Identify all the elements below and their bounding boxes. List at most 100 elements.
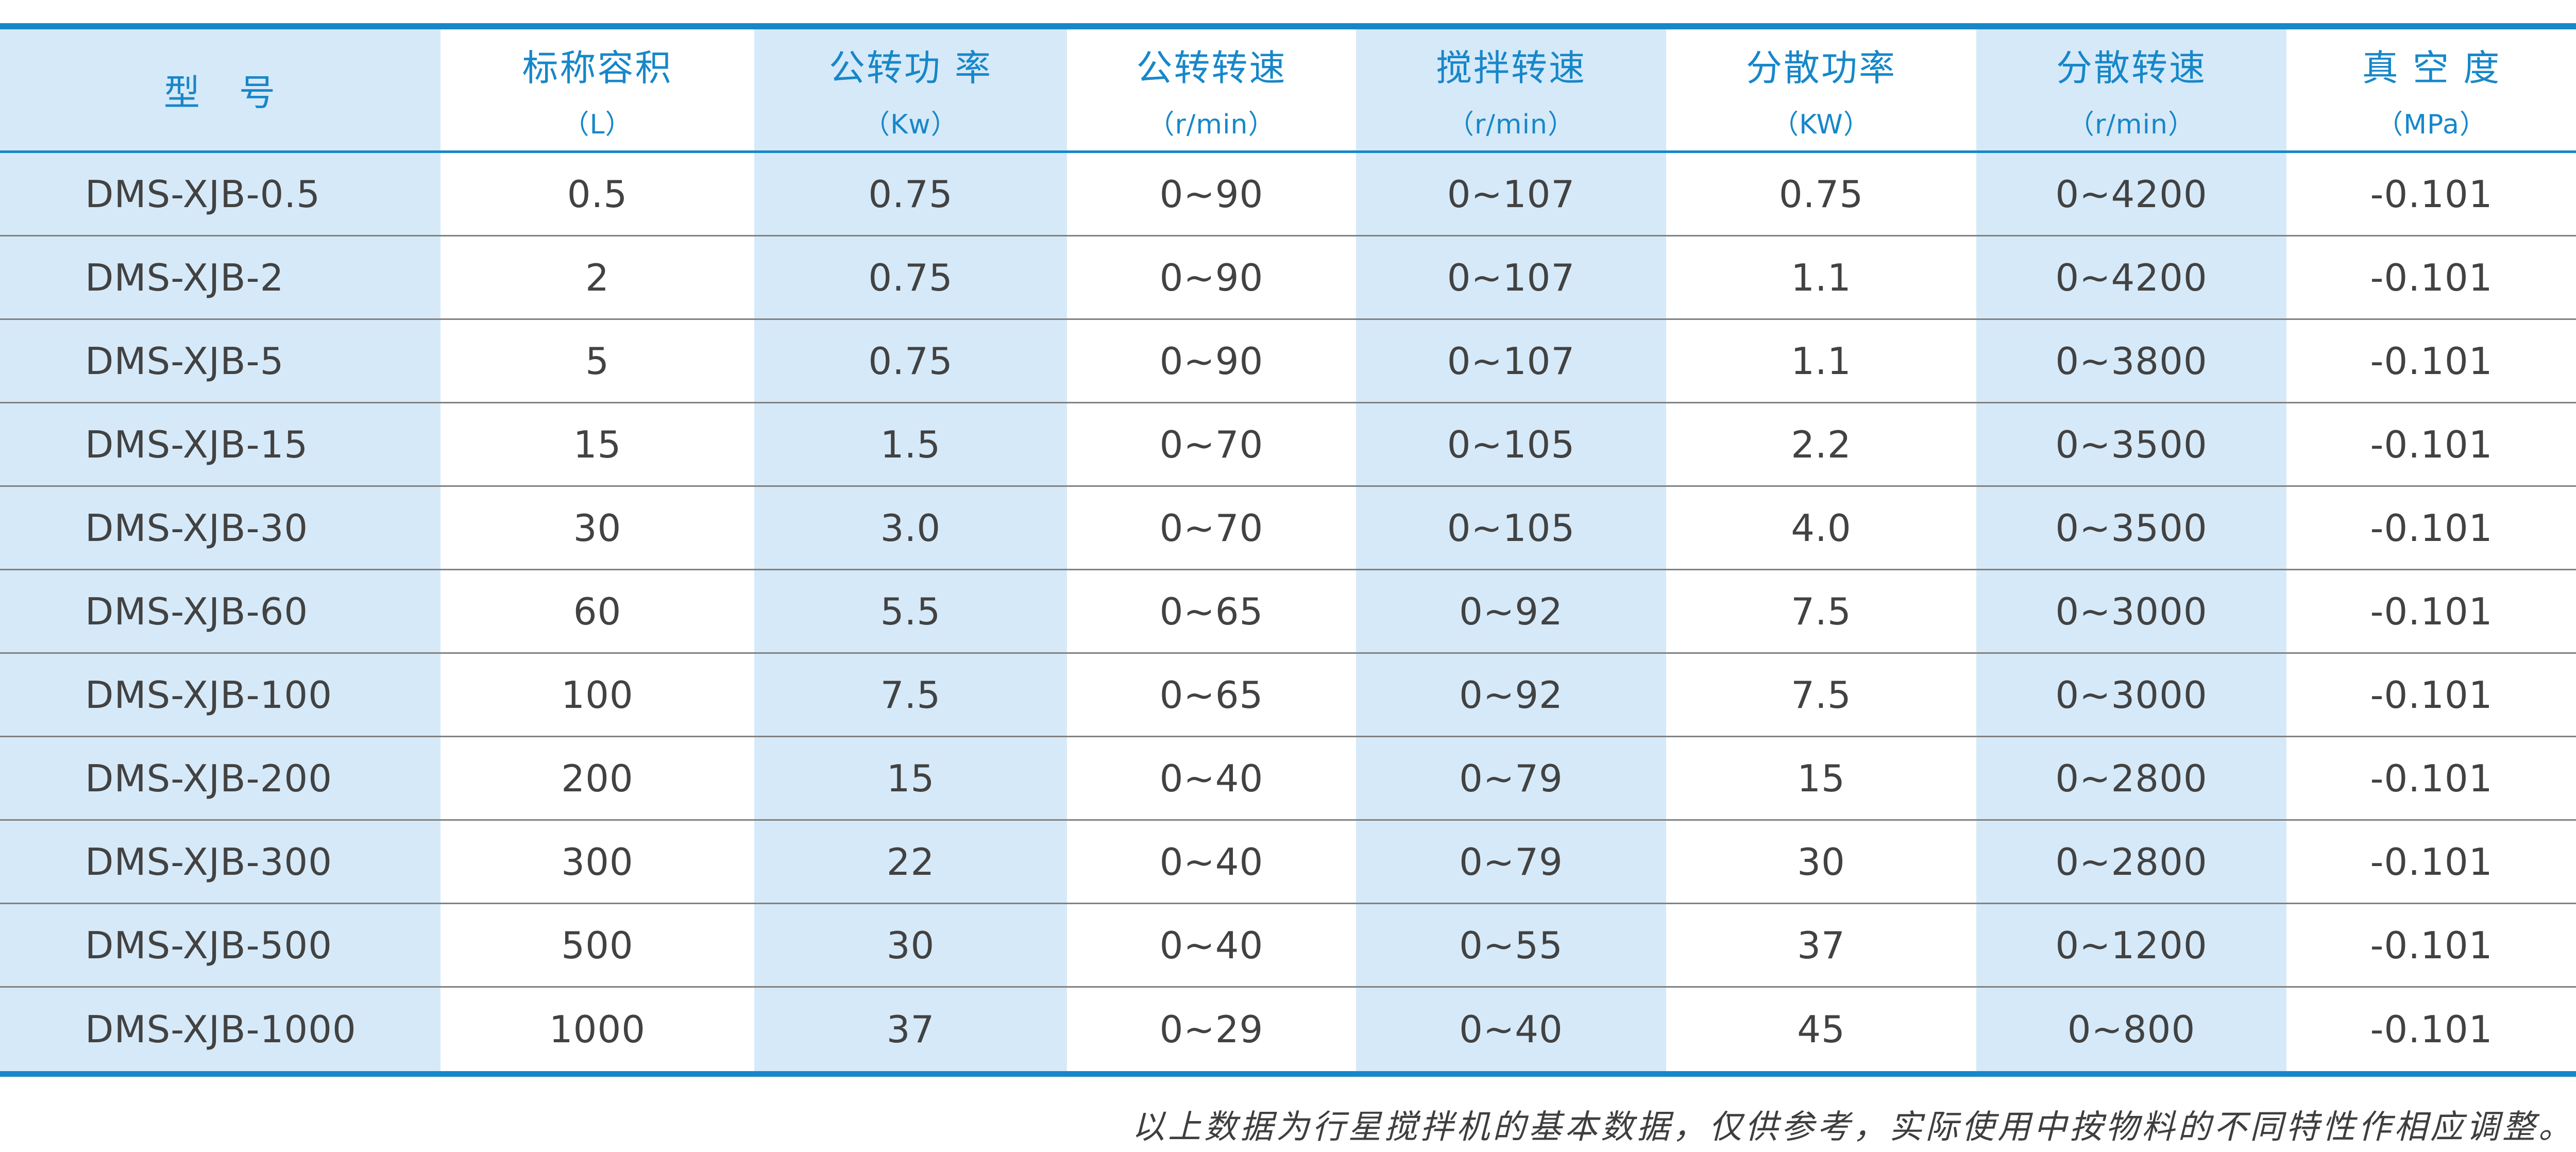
spec-table: 型 号 标称容积 （L） 公转功 率 （Kw） 公转转速 （r/min） 搅拌转… (0, 29, 2576, 1071)
dispersing-power-cell: 37 (1797, 923, 1845, 967)
revolution-power-cell: 22 (754, 821, 1067, 903)
stirring-speed-cell: 0~79 (1356, 737, 1666, 819)
revolution-speed-cell: 0~40 (1159, 923, 1264, 967)
model-cell: DMS-XJB-2 (0, 236, 440, 318)
stirring-speed-cell: 0~79 (1356, 821, 1666, 903)
revolution-speed-cell: 0~65 (1159, 589, 1264, 633)
table-row: DMS-XJB-0.5 0.5 0.75 0~90 0~107 0.75 0~4… (0, 153, 2576, 236)
column-header-revolution-speed: 公转转速 （r/min） (1067, 29, 1356, 150)
dispersing-power-cell: 7.5 (1791, 589, 1852, 633)
vacuum-cell: -0.101 (2370, 339, 2493, 383)
column-header-label: 真 空 度 (2362, 46, 2501, 89)
dispersing-power-cell: 45 (1797, 1008, 1845, 1051)
model-cell: DMS-XJB-100 (0, 654, 440, 736)
vacuum-cell: -0.101 (2370, 840, 2493, 884)
dispersing-power-cell: 1.1 (1791, 339, 1852, 383)
revolution-speed-cell: 0~90 (1159, 339, 1264, 383)
revolution-power-cell: 37 (754, 988, 1067, 1071)
stirring-speed-cell: 0~92 (1356, 570, 1666, 652)
column-header-label: 型 号 (164, 72, 277, 114)
volume-cell: 15 (573, 422, 622, 466)
table-body: DMS-XJB-0.5 0.5 0.75 0~90 0~107 0.75 0~4… (0, 153, 2576, 1071)
dispersing-speed-cell: 0~3000 (1976, 654, 2286, 736)
table-row: DMS-XJB-5 5 0.75 0~90 0~107 1.1 0~3800 -… (0, 320, 2576, 403)
revolution-power-cell: 0.75 (754, 236, 1067, 318)
dispersing-speed-cell: 0~800 (1976, 988, 2286, 1071)
model-cell: DMS-XJB-15 (0, 403, 440, 485)
column-header-unit: （L） (562, 109, 633, 140)
dispersing-speed-cell: 0~3500 (1976, 487, 2286, 569)
column-header-unit: （r/min） (1447, 109, 1575, 140)
vacuum-cell: -0.101 (2370, 589, 2493, 633)
stirring-speed-cell: 0~55 (1356, 904, 1666, 986)
bottom-accent-bar (0, 1071, 2576, 1077)
column-header-volume: 标称容积 （L） (440, 29, 754, 150)
dispersing-power-cell: 7.5 (1791, 673, 1852, 717)
revolution-power-cell: 7.5 (754, 654, 1067, 736)
top-accent-bar (0, 23, 2576, 29)
model-cell: DMS-XJB-5 (0, 320, 440, 402)
table-row: DMS-XJB-500 500 30 0~40 0~55 37 0~1200 -… (0, 904, 2576, 988)
vacuum-cell: -0.101 (2370, 172, 2493, 216)
volume-cell: 500 (561, 923, 634, 967)
column-header-label: 分散转速 (2056, 46, 2207, 89)
column-header-label: 搅拌转速 (1436, 46, 1586, 89)
volume-cell: 100 (561, 673, 634, 717)
revolution-power-cell: 5.5 (754, 570, 1067, 652)
model-cell: DMS-XJB-300 (0, 821, 440, 903)
volume-cell: 1000 (549, 1008, 646, 1051)
dispersing-power-cell: 1.1 (1791, 256, 1852, 299)
vacuum-cell: -0.101 (2370, 923, 2493, 967)
table-row: DMS-XJB-100 100 7.5 0~65 0~92 7.5 0~3000… (0, 654, 2576, 737)
table-row: DMS-XJB-200 200 15 0~40 0~79 15 0~2800 -… (0, 737, 2576, 821)
revolution-speed-cell: 0~65 (1159, 673, 1264, 717)
column-header-unit: （r/min） (2067, 109, 2195, 140)
volume-cell: 300 (561, 840, 634, 884)
vacuum-cell: -0.101 (2370, 756, 2493, 800)
column-header-unit: （KW） (1772, 109, 1871, 140)
revolution-speed-cell: 0~40 (1159, 840, 1264, 884)
volume-cell: 0.5 (567, 172, 628, 216)
revolution-speed-cell: 0~70 (1159, 422, 1264, 466)
table-row: DMS-XJB-15 15 1.5 0~70 0~105 2.2 0~3500 … (0, 403, 2576, 487)
column-header-stirring-speed: 搅拌转速 （r/min） (1356, 29, 1666, 150)
revolution-power-cell: 1.5 (754, 403, 1067, 485)
column-header-unit: （Kw） (863, 109, 958, 140)
model-cell: DMS-XJB-0.5 (0, 153, 440, 235)
dispersing-power-cell: 0.75 (1778, 172, 1864, 216)
stirring-speed-cell: 0~107 (1356, 320, 1666, 402)
vacuum-cell: -0.101 (2370, 1008, 2493, 1051)
table-row: DMS-XJB-60 60 5.5 0~65 0~92 7.5 0~3000 -… (0, 570, 2576, 654)
model-cell: DMS-XJB-200 (0, 737, 440, 819)
dispersing-speed-cell: 0~2800 (1976, 737, 2286, 819)
dispersing-power-cell: 15 (1797, 756, 1845, 800)
stirring-speed-cell: 0~92 (1356, 654, 1666, 736)
revolution-power-cell: 15 (754, 737, 1067, 819)
revolution-speed-cell: 0~90 (1159, 256, 1264, 299)
column-header-label: 分散功率 (1746, 46, 1896, 89)
stirring-speed-cell: 0~105 (1356, 403, 1666, 485)
vacuum-cell: -0.101 (2370, 506, 2493, 550)
vacuum-cell: -0.101 (2370, 422, 2493, 466)
dispersing-speed-cell: 0~3500 (1976, 403, 2286, 485)
volume-cell: 5 (585, 339, 609, 383)
column-header-model: 型 号 (0, 29, 440, 150)
dispersing-speed-cell: 0~3000 (1976, 570, 2286, 652)
column-header-revolution-power: 公转功 率 （Kw） (754, 29, 1067, 150)
model-cell: DMS-XJB-1000 (0, 988, 440, 1071)
revolution-speed-cell: 0~90 (1159, 172, 1264, 216)
revolution-speed-cell: 0~70 (1159, 506, 1264, 550)
dispersing-power-cell: 30 (1797, 840, 1845, 884)
vacuum-cell: -0.101 (2370, 256, 2493, 299)
column-header-label: 标称容积 (522, 46, 673, 89)
revolution-power-cell: 0.75 (754, 153, 1067, 235)
volume-cell: 30 (573, 506, 622, 550)
volume-cell: 60 (573, 589, 622, 633)
volume-cell: 2 (585, 256, 609, 299)
stirring-speed-cell: 0~40 (1356, 988, 1666, 1071)
dispersing-speed-cell: 0~1200 (1976, 904, 2286, 986)
model-cell: DMS-XJB-30 (0, 487, 440, 569)
table-row: DMS-XJB-30 30 3.0 0~70 0~105 4.0 0~3500 … (0, 487, 2576, 570)
column-header-dispersing-speed: 分散转速 （r/min） (1976, 29, 2286, 150)
